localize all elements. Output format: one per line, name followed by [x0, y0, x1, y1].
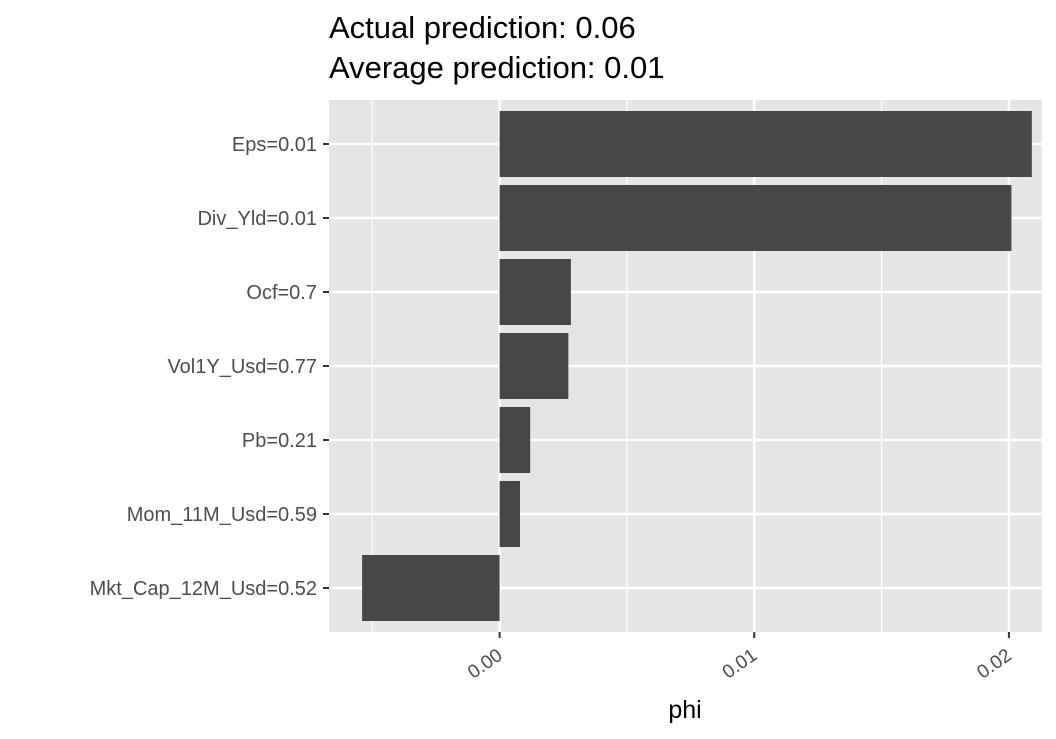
- y-tick-label: Pb=0.21: [242, 430, 317, 452]
- bars: [362, 111, 1032, 621]
- x-axis-label: phi: [668, 696, 701, 724]
- bar: [499, 111, 1032, 177]
- x-tick-label: 0.00: [464, 645, 506, 683]
- x-tick-label: 0.01: [719, 645, 761, 683]
- y-tick-label: Eps=0.01: [232, 134, 317, 156]
- y-tick-label: Ocf=0.7: [246, 282, 317, 304]
- x-axis: 0.00 0.01 0.02: [464, 632, 1016, 683]
- bar: [499, 333, 569, 399]
- chart-title-line-1: Actual prediction: 0.06: [329, 10, 636, 45]
- bar: [499, 407, 531, 473]
- y-tick-label: Div_Yld=0.01: [197, 208, 317, 230]
- chart-title-line-2: Average prediction: 0.01: [329, 50, 665, 85]
- y-axis: Eps=0.01 Div_Yld=0.01 Ocf=0.7 Vol1Y_Usd=0.7…: [90, 134, 329, 600]
- y-tick-label: Mom_11M_Usd=0.59: [127, 504, 317, 526]
- y-tick-label: Mkt_Cap_12M_Usd=0.52: [90, 578, 317, 600]
- bar: [499, 259, 571, 325]
- x-tick-label: 0.02: [973, 645, 1015, 683]
- bar: [499, 481, 520, 547]
- bar: [499, 185, 1012, 251]
- y-tick-label: Vol1Y_Usd=0.77: [167, 356, 317, 378]
- bar: [362, 555, 500, 621]
